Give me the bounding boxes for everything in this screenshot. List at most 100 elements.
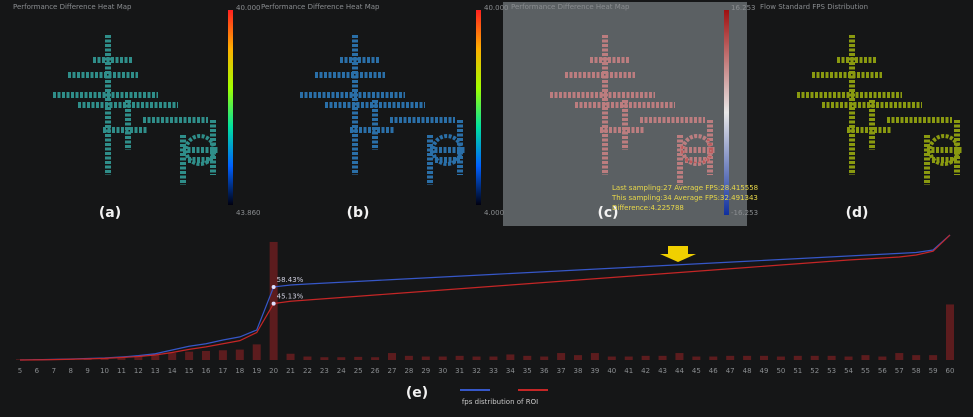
x-tick-label: 49 bbox=[760, 367, 769, 375]
panel-label: (d) bbox=[846, 205, 869, 221]
bar bbox=[151, 354, 160, 360]
x-tick-label: 9 bbox=[85, 367, 89, 375]
x-tick-label: 43 bbox=[658, 367, 667, 375]
x-tick-label: 45 bbox=[692, 367, 701, 375]
bar bbox=[793, 355, 802, 360]
bar bbox=[861, 355, 870, 360]
bar bbox=[776, 356, 785, 360]
bar bbox=[388, 353, 396, 360]
panel-title: Flow Standard FPS Distribution bbox=[760, 3, 868, 11]
bar bbox=[252, 344, 261, 360]
bar bbox=[709, 356, 718, 360]
bar bbox=[455, 355, 464, 360]
x-tick-label: 20 bbox=[269, 367, 278, 375]
x-tick-label: 10 bbox=[100, 367, 109, 375]
x-tick-label: 12 bbox=[134, 367, 143, 375]
bar bbox=[658, 355, 667, 360]
chart-label: (e) bbox=[406, 385, 428, 401]
bar bbox=[371, 357, 380, 360]
bar bbox=[726, 355, 735, 360]
x-tick-label: 60 bbox=[946, 367, 955, 375]
bar bbox=[540, 356, 549, 360]
bar bbox=[523, 355, 532, 360]
x-tick-label: 23 bbox=[320, 367, 329, 375]
bar bbox=[692, 356, 701, 360]
color-bar-max: 40.000 bbox=[236, 4, 261, 12]
x-tick-label: 57 bbox=[895, 367, 904, 375]
x-tick-label: 48 bbox=[743, 367, 752, 375]
bar bbox=[218, 350, 227, 360]
x-tick-label: 38 bbox=[574, 367, 583, 375]
x-tick-label: 22 bbox=[303, 367, 312, 375]
color-bar bbox=[228, 10, 233, 205]
bar bbox=[760, 355, 768, 360]
bar bbox=[269, 241, 278, 360]
line bbox=[19, 234, 951, 361]
x-tick-label: 41 bbox=[624, 367, 633, 375]
bar bbox=[557, 353, 566, 360]
color-bar bbox=[724, 10, 729, 215]
bar bbox=[489, 356, 498, 360]
x-tick-label: 44 bbox=[675, 367, 684, 375]
color-bar-min: 4.000 bbox=[484, 209, 504, 217]
bar bbox=[421, 356, 430, 360]
panel-label: (a) bbox=[99, 205, 121, 221]
x-tick-label: 58 bbox=[912, 367, 921, 375]
color-bar-min: -16.253 bbox=[731, 209, 758, 217]
x-tick-label: 26 bbox=[371, 367, 380, 375]
note: This sampling:34 Average FPS:32.491343 bbox=[611, 194, 758, 202]
data-label: 58.43% bbox=[277, 276, 304, 284]
x-tick-label: 46 bbox=[709, 367, 718, 375]
x-tick-label: 50 bbox=[776, 367, 785, 375]
x-tick-label: 17 bbox=[218, 367, 227, 375]
bar bbox=[354, 356, 363, 360]
bar bbox=[320, 357, 329, 360]
panel-label: (b) bbox=[347, 205, 370, 221]
x-tick-label: 24 bbox=[337, 367, 346, 375]
point bbox=[271, 284, 276, 289]
bar bbox=[472, 356, 481, 360]
bar bbox=[590, 353, 599, 360]
x-tick-label: 25 bbox=[354, 367, 363, 375]
bar bbox=[286, 353, 295, 360]
color-bar-max: 16.253 bbox=[731, 4, 756, 12]
bar bbox=[929, 355, 938, 360]
x-tick-label: 28 bbox=[404, 367, 413, 375]
bar bbox=[404, 355, 413, 360]
arrow bbox=[660, 246, 696, 262]
bar bbox=[607, 356, 616, 360]
panel-label: (c) bbox=[597, 205, 618, 221]
x-tick-label: 11 bbox=[117, 367, 126, 375]
x-tick-label: 59 bbox=[929, 367, 938, 375]
bar bbox=[844, 356, 853, 360]
x-tick-label: 6 bbox=[35, 367, 40, 375]
data-label: 45.13% bbox=[277, 293, 304, 301]
bar bbox=[827, 355, 836, 360]
x-tick-label: 35 bbox=[523, 367, 532, 375]
bar bbox=[185, 351, 194, 360]
heat-maps: Performance Difference Heat Map (a) 40.000… bbox=[13, 2, 962, 262]
bar bbox=[337, 357, 346, 360]
note: Last sampling:27 Average FPS:28.415558 bbox=[612, 184, 758, 192]
line bbox=[19, 234, 951, 361]
x-tick-label: 8 bbox=[68, 367, 72, 375]
bar bbox=[134, 355, 143, 360]
bar bbox=[810, 355, 819, 360]
point bbox=[271, 301, 276, 306]
bar bbox=[202, 350, 210, 360]
x-tick-label: 5 bbox=[18, 367, 22, 375]
x-tick-label: 7 bbox=[52, 367, 56, 375]
bar bbox=[912, 355, 921, 360]
bar bbox=[946, 304, 954, 360]
x-tick-label: 40 bbox=[607, 367, 616, 375]
panel-title: Performance Difference Heat Map bbox=[261, 3, 380, 11]
x-tick-label: 34 bbox=[506, 367, 515, 375]
x-tick-label: 27 bbox=[388, 367, 397, 375]
note: Difference:4.225788 bbox=[612, 204, 684, 212]
x-tick-label: 42 bbox=[641, 367, 650, 375]
x-tick-label: 39 bbox=[590, 367, 599, 375]
x-tick-label: 32 bbox=[472, 367, 481, 375]
x-tick-label: 15 bbox=[185, 367, 194, 375]
